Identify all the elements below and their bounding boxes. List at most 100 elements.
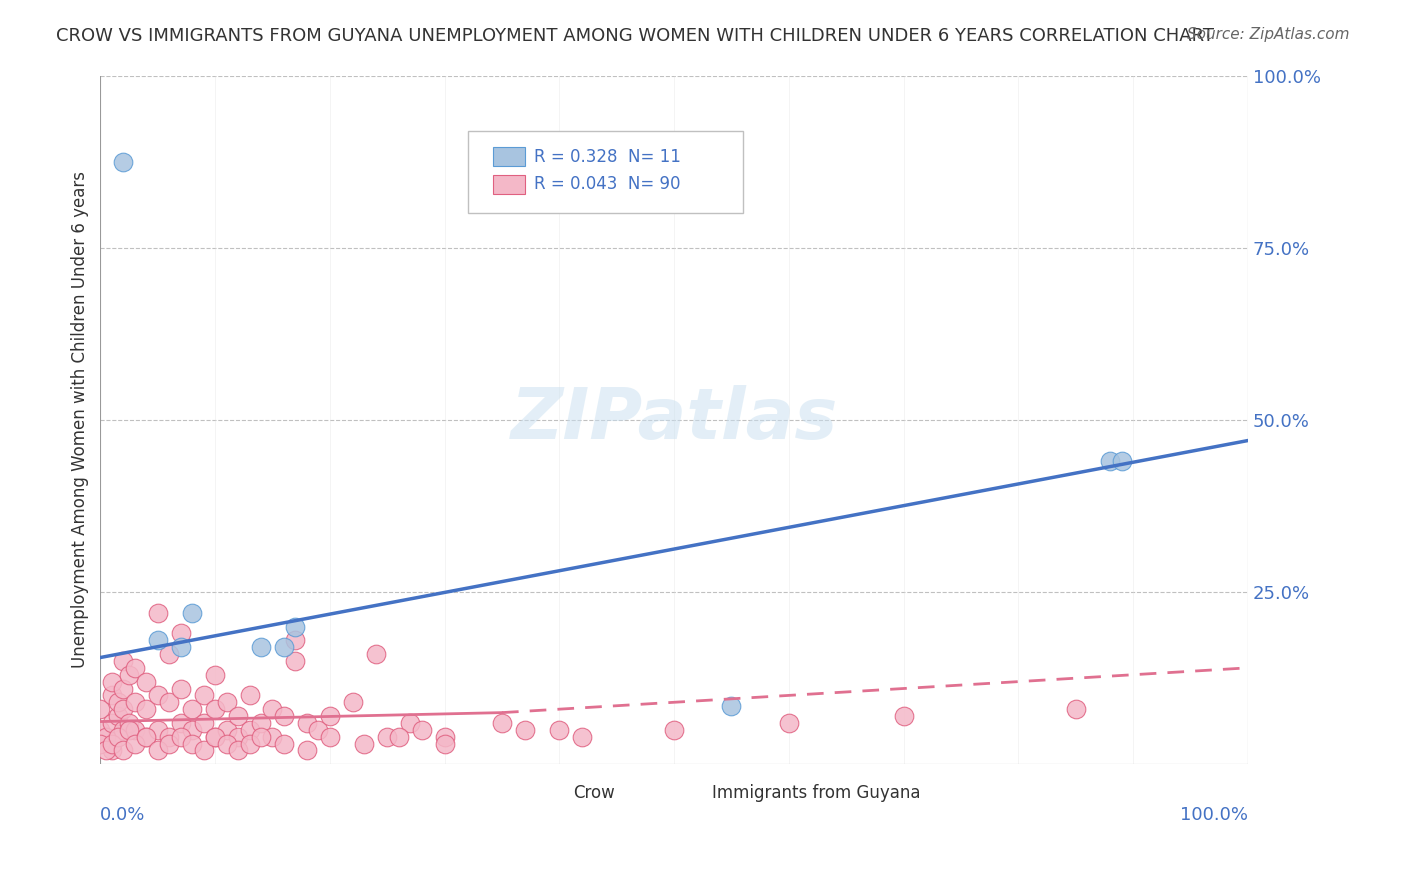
Point bbox=[124, 661, 146, 675]
Point bbox=[124, 695, 146, 709]
Point bbox=[307, 723, 329, 737]
Point bbox=[112, 154, 135, 169]
Point bbox=[571, 730, 593, 744]
Text: Crow: Crow bbox=[574, 784, 614, 802]
Point bbox=[295, 743, 318, 757]
Point bbox=[273, 737, 295, 751]
Text: 100.0%: 100.0% bbox=[1180, 805, 1249, 823]
Point bbox=[89, 737, 111, 751]
Point bbox=[411, 723, 433, 737]
Point bbox=[226, 709, 249, 723]
Point bbox=[118, 715, 141, 730]
Point bbox=[112, 743, 135, 757]
Point bbox=[720, 698, 742, 713]
Point bbox=[778, 715, 800, 730]
Point bbox=[238, 723, 260, 737]
Point bbox=[662, 723, 685, 737]
Point bbox=[215, 723, 238, 737]
Point bbox=[118, 667, 141, 681]
Point bbox=[319, 709, 342, 723]
Point bbox=[146, 633, 169, 648]
Point bbox=[193, 689, 215, 703]
Point bbox=[112, 681, 135, 696]
Y-axis label: Unemployment Among Women with Children Under 6 years: Unemployment Among Women with Children U… bbox=[72, 171, 89, 668]
Point bbox=[89, 702, 111, 716]
Point bbox=[94, 730, 117, 744]
Point bbox=[135, 702, 157, 716]
Point bbox=[170, 626, 193, 640]
Point bbox=[433, 730, 456, 744]
Point bbox=[107, 730, 129, 744]
Text: 0.0%: 0.0% bbox=[100, 805, 146, 823]
Point bbox=[399, 715, 422, 730]
Point bbox=[135, 674, 157, 689]
FancyBboxPatch shape bbox=[492, 175, 524, 194]
Point bbox=[193, 743, 215, 757]
FancyBboxPatch shape bbox=[492, 147, 524, 167]
Point bbox=[388, 730, 411, 744]
Point bbox=[170, 730, 193, 744]
FancyBboxPatch shape bbox=[673, 785, 703, 802]
Text: R = 0.043  N= 90: R = 0.043 N= 90 bbox=[534, 176, 681, 194]
Point bbox=[112, 702, 135, 716]
Point bbox=[284, 619, 307, 633]
Point bbox=[364, 647, 387, 661]
Point bbox=[89, 723, 111, 737]
Text: ZIPatlas: ZIPatlas bbox=[510, 385, 838, 454]
FancyBboxPatch shape bbox=[537, 785, 565, 802]
Point bbox=[170, 715, 193, 730]
Point bbox=[146, 689, 169, 703]
Point bbox=[513, 723, 536, 737]
Point bbox=[112, 723, 135, 737]
Point bbox=[181, 606, 204, 620]
Point bbox=[342, 695, 364, 709]
Point bbox=[170, 640, 193, 655]
Point bbox=[181, 723, 204, 737]
Point bbox=[193, 715, 215, 730]
Point bbox=[204, 730, 226, 744]
Point bbox=[319, 730, 342, 744]
Point bbox=[170, 681, 193, 696]
Point bbox=[433, 737, 456, 751]
Point bbox=[353, 737, 375, 751]
Point bbox=[284, 654, 307, 668]
Point bbox=[238, 737, 260, 751]
Point bbox=[124, 737, 146, 751]
Point bbox=[157, 647, 180, 661]
Point bbox=[101, 743, 124, 757]
Point bbox=[135, 730, 157, 744]
Point bbox=[1099, 454, 1122, 468]
Point bbox=[101, 674, 124, 689]
Point bbox=[226, 730, 249, 744]
Point bbox=[273, 640, 295, 655]
Point bbox=[1111, 454, 1133, 468]
Point bbox=[107, 695, 129, 709]
Point bbox=[250, 730, 273, 744]
Point bbox=[262, 702, 284, 716]
Point bbox=[226, 743, 249, 757]
Point bbox=[124, 723, 146, 737]
Point bbox=[1064, 702, 1087, 716]
Point bbox=[146, 743, 169, 757]
Text: Source: ZipAtlas.com: Source: ZipAtlas.com bbox=[1187, 27, 1350, 42]
Point bbox=[94, 743, 117, 757]
Point bbox=[238, 689, 260, 703]
Point bbox=[250, 715, 273, 730]
Point bbox=[295, 715, 318, 730]
FancyBboxPatch shape bbox=[468, 130, 742, 213]
Point bbox=[204, 667, 226, 681]
Point bbox=[146, 606, 169, 620]
Point bbox=[273, 709, 295, 723]
Point bbox=[215, 695, 238, 709]
Point bbox=[284, 633, 307, 648]
Point bbox=[135, 730, 157, 744]
Point bbox=[101, 715, 124, 730]
Point bbox=[204, 730, 226, 744]
Text: R = 0.328  N= 11: R = 0.328 N= 11 bbox=[534, 148, 681, 166]
Point bbox=[491, 715, 513, 730]
Point bbox=[157, 737, 180, 751]
Point bbox=[375, 730, 398, 744]
Point bbox=[146, 723, 169, 737]
Point bbox=[262, 730, 284, 744]
Point bbox=[118, 723, 141, 737]
